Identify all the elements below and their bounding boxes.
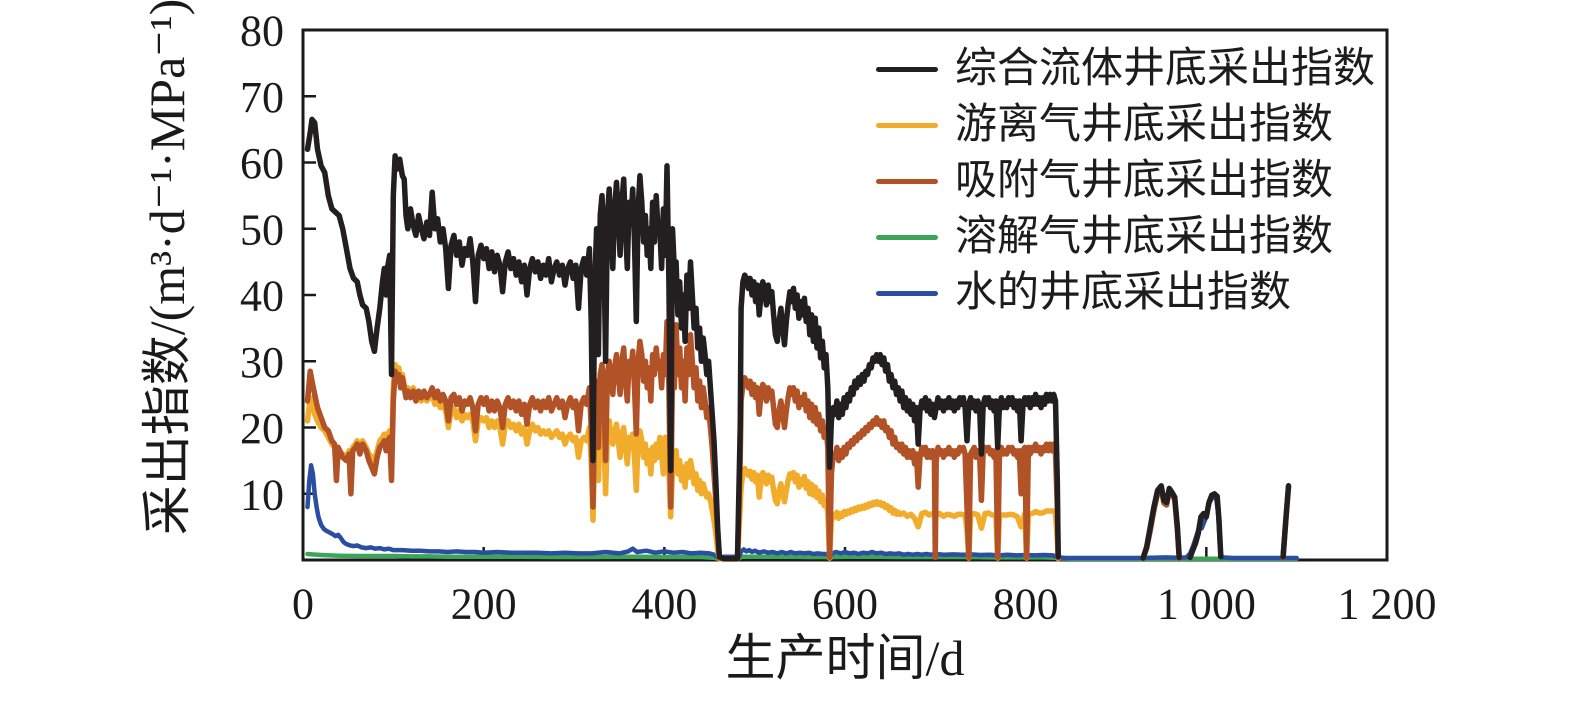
legend-line-swatch [876,290,938,296]
series-line-total-fluid [304,116,1292,562]
legend-item-water: 水的井底采出指数 [876,265,1375,321]
legend-item-label: 综合流体井底采出指数 [955,46,1376,92]
series-line-adsorbed-gas [304,318,1292,562]
x-tick-label: 1 200 [1338,580,1437,629]
legend-item-label: 吸附气井底采出指数 [955,158,1334,204]
series-line-free-gas [304,361,1061,562]
y-axis-title: 采出指数/(m³·d⁻¹·MPa⁻¹) [139,0,195,536]
y-tick-label: 80 [240,7,284,56]
legend-item-label: 水的井底采出指数 [955,270,1292,316]
x-tick-label: 1 000 [1157,580,1256,629]
x-tick-label: 600 [812,580,878,629]
y-tick-label: 70 [240,73,284,122]
y-tick-label: 50 [240,205,284,254]
legend-line-swatch [876,178,938,184]
legend-line-swatch [876,122,938,128]
y-tick-label: 10 [240,470,284,519]
x-tick-label: 200 [451,580,517,629]
x-tick-label: 400 [631,580,697,629]
y-tick-label: 40 [240,272,284,321]
y-tick-label: 30 [240,338,284,387]
legend-item-label: 溶解气井底采出指数 [955,214,1334,260]
legend-item-total-fluid: 综合流体井底采出指数 [876,41,1375,97]
y-tick-label: 60 [240,139,284,188]
legend-item-free-gas: 游离气井底采出指数 [876,97,1375,153]
legend-item-label: 游离气井底采出指数 [955,102,1334,148]
legend-line-swatch [876,234,938,240]
x-tick-label: 0 [292,580,314,629]
legend: 综合流体井底采出指数 游离气井底采出指数 吸附气井底采出指数 溶解气井底采出指数… [876,41,1375,321]
legend-item-adsorbed-gas: 吸附气井底采出指数 [876,153,1375,209]
x-tick-label: 800 [993,580,1059,629]
series-line-water [305,463,1299,561]
x-axis-title: 生产时间/d [725,630,965,686]
legend-item-dissolved-gas: 溶解气井底采出指数 [876,209,1375,265]
legend-line-swatch [876,66,938,72]
y-tick-label: 20 [240,404,284,453]
